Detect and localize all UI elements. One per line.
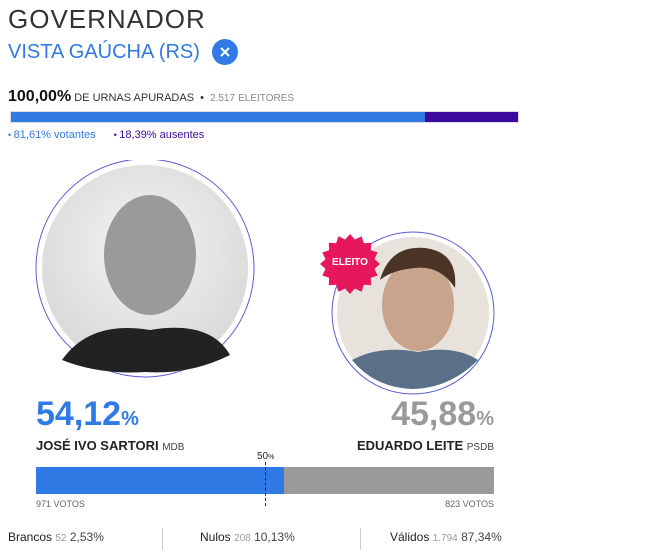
elected-label: ELEITO [332, 257, 368, 268]
total-count: 1.794 [432, 533, 458, 544]
total-count: 208 [234, 533, 251, 544]
party: MDB [162, 442, 185, 453]
turnout-segment [11, 112, 425, 122]
turnout-bar [10, 111, 519, 123]
total-pct: 10,13% [254, 530, 295, 544]
candidate-name: EDUARDO LEITE PSDB [357, 438, 494, 453]
total-name: Nulos [200, 530, 231, 544]
face [382, 259, 454, 351]
close-icon [220, 47, 230, 57]
summary-line: 100,00% DE URNAS APURADAS • 2.517 ELEITO… [8, 88, 294, 106]
midpoint-line [265, 462, 266, 506]
midpoint-unit: % [268, 454, 275, 461]
eleitores: 2.517 [210, 93, 236, 104]
name: EDUARDO LEITE [356, 438, 464, 453]
total-item: Válidos 1.794 87,34% [390, 530, 502, 544]
turnout-name: ausentes [159, 129, 205, 141]
turnout-legend-item: • 81,61% votantes [8, 129, 96, 141]
photos [35, 160, 495, 395]
party: PSDB [466, 442, 494, 453]
name: JOSÉ IVO SARTORI [36, 438, 159, 453]
close-button[interactable] [212, 39, 238, 65]
result-segment [36, 467, 284, 494]
apuradas: 100,00% [8, 88, 72, 105]
result-bar [36, 467, 494, 494]
turnout-legend-item: • 18,39% ausentes [114, 129, 205, 141]
candidate-name: JOSÉ IVO SARTORI MDB [36, 438, 184, 453]
total-name: Brancos [8, 530, 53, 544]
total-name: Válidos [390, 530, 430, 544]
turnout-pct: 18,39% [119, 129, 157, 141]
shirt [352, 349, 478, 389]
pct-value: 54,12 [36, 395, 122, 433]
dot: • [200, 92, 204, 104]
totals: Brancos 52 2,53% Nulos 208 10,13% Válidos … [0, 528, 530, 550]
hair [380, 247, 456, 288]
result-segment [283, 467, 494, 494]
midpoint-value: 50 [257, 451, 269, 462]
candidate-pct: 54,12% [36, 395, 139, 434]
total-item: Nulos 208 10,13% [200, 530, 295, 544]
bullet: • [8, 130, 14, 140]
turnout-pct: 81,61% [13, 129, 51, 141]
title: GOVERNADOR [8, 4, 206, 34]
eleitores-label: ELEITORES [238, 93, 295, 104]
votes: 971 VOTOS [36, 499, 85, 509]
apuradas-label: DE URNAS APURADAS [74, 92, 195, 104]
face [104, 195, 196, 315]
pct-unit: % [121, 408, 139, 430]
location: VISTA GAÚCHA (RS) [8, 41, 200, 63]
elected-badge [320, 234, 380, 294]
midpoint-label: 50% [257, 451, 274, 462]
total-count: 52 [55, 533, 67, 544]
turnout-name: votantes [54, 129, 96, 141]
total-pct: 87,34% [461, 530, 502, 544]
pct-value: 45,88 [391, 395, 477, 433]
total-pct: 2,53% [69, 530, 104, 544]
votes: 823 VOTOS [445, 499, 494, 509]
suit [62, 327, 230, 373]
pct-unit: % [476, 408, 494, 430]
separator [162, 528, 163, 550]
bullet: • [113, 130, 120, 140]
turnout-legend: • 81,61% votantes • 18,39% ausentes [8, 129, 222, 141]
separator [360, 528, 361, 550]
turnout-segment [424, 112, 518, 122]
candidate-pct: 45,88% [391, 395, 494, 434]
total-item: Brancos 52 2,53% [8, 530, 104, 544]
